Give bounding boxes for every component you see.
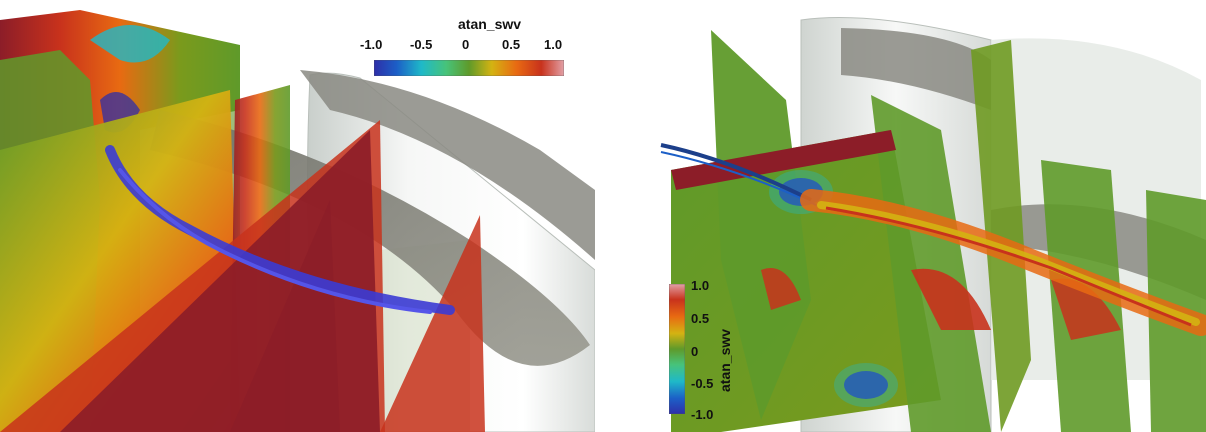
colorbar-gradient	[669, 284, 685, 414]
colorbar-tick: 1.0	[544, 37, 562, 52]
colorbar-tick: -0.5	[410, 37, 432, 52]
colorbar-title: atan_swv	[458, 16, 521, 32]
vortex-core	[834, 363, 898, 407]
colorbar-tick: -1.0	[691, 407, 713, 422]
colorbar-tick: 0	[691, 344, 698, 359]
right-visualization-panel: 1.0 0.5 0 -0.5 -1.0 atan_swv	[611, 0, 1206, 432]
colorbar-tick: -1.0	[360, 37, 382, 52]
colorbar-tick: 0.5	[691, 311, 709, 326]
colorbar-tick: 1.0	[691, 278, 709, 293]
colorbar-gradient	[374, 60, 564, 76]
left-visualization-panel: atan_swv -1.0 -0.5 0 0.5 1.0	[0, 0, 595, 432]
right-3d-scene	[611, 0, 1206, 432]
colorbar-title: atan_swv	[717, 329, 733, 392]
colorbar-tick: 0.5	[502, 37, 520, 52]
colorbar-tick: 0	[462, 37, 469, 52]
colorbar-tick: -0.5	[691, 376, 713, 391]
